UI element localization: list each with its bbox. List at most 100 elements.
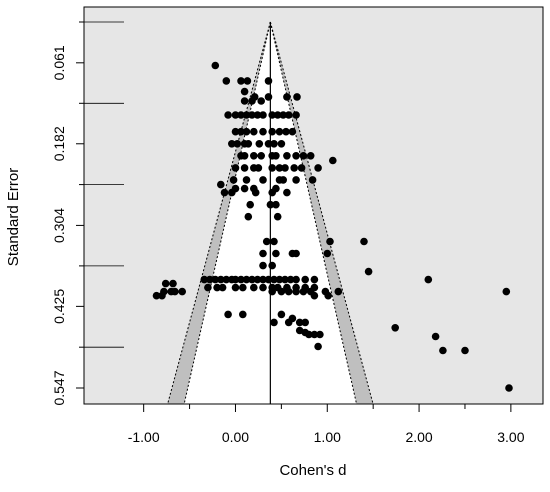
data-point-61 <box>290 164 299 172</box>
data-point-39 <box>255 140 264 148</box>
data-point-29 <box>250 127 258 136</box>
x-axis-title: Cohen's d <box>279 462 346 479</box>
data-point-19 <box>253 111 262 119</box>
data-point-169 <box>505 384 513 392</box>
data-point-76 <box>220 188 229 197</box>
data-point-4 <box>243 77 252 85</box>
data-point-127 <box>259 283 267 292</box>
data-point-8 <box>264 93 273 101</box>
data-point-41 <box>270 140 278 148</box>
data-point-38 <box>244 140 253 148</box>
data-point-42 <box>277 140 286 148</box>
data-point-59 <box>275 164 284 172</box>
data-point-17 <box>242 111 251 119</box>
data-point-79 <box>268 188 277 197</box>
data-point-155 <box>284 318 293 327</box>
data-point-105 <box>237 275 245 284</box>
data-point-55 <box>240 164 249 172</box>
data-point-34 <box>288 127 297 136</box>
data-point-108 <box>253 275 262 284</box>
data-point-51 <box>299 152 308 160</box>
data-point-142 <box>299 287 308 296</box>
data-point-66 <box>259 176 267 184</box>
funnel-contour-lines <box>167 21 374 405</box>
data-point-151 <box>224 310 232 319</box>
data-point-71 <box>217 180 225 189</box>
data-point-52 <box>306 152 315 160</box>
data-point-119 <box>161 279 170 288</box>
data-point-33 <box>282 127 290 136</box>
data-point-167 <box>439 346 447 355</box>
data-point-68 <box>279 176 288 184</box>
data-point-57 <box>254 164 263 172</box>
data-point-115 <box>292 275 300 284</box>
data-point-158 <box>270 318 278 327</box>
data-point-157 <box>301 318 310 327</box>
data-point-136 <box>171 287 179 296</box>
data-point-22 <box>273 111 282 119</box>
y-axis-title: Standard Error <box>5 168 22 266</box>
data-point-32 <box>275 127 284 136</box>
data-point-122 <box>213 283 221 292</box>
y-axis: 0.061 0.182 0.304 0.425 0.547 <box>51 21 124 406</box>
data-point-45 <box>250 152 258 160</box>
data-point-161 <box>305 330 313 339</box>
plot-frame <box>83 6 544 405</box>
data-point-63 <box>314 164 322 172</box>
data-point-27 <box>237 127 245 136</box>
data-point-26 <box>231 127 240 136</box>
data-point-44 <box>240 152 249 160</box>
data-point-165 <box>314 342 322 351</box>
data-point-149 <box>310 291 319 300</box>
data-point-162 <box>310 330 319 339</box>
data-point-86 <box>262 237 271 246</box>
data-point-93 <box>292 249 300 258</box>
x-tick-label-2: 0.00 <box>222 429 249 445</box>
data-point-64 <box>229 176 238 184</box>
data-point-16 <box>237 111 245 119</box>
data-point-147 <box>152 291 161 300</box>
data-point-150 <box>324 291 333 300</box>
data-point-113 <box>281 275 289 284</box>
data-point-153 <box>277 310 286 319</box>
data-point-125 <box>239 283 247 292</box>
data-point-31 <box>268 127 277 136</box>
data-point-100 <box>211 275 220 284</box>
data-point-24 <box>284 111 293 119</box>
data-point-12 <box>248 97 256 105</box>
data-point-111 <box>270 275 278 284</box>
data-point-77 <box>228 188 236 197</box>
x-tick-label-5: 3.00 <box>497 429 524 445</box>
data-point-30 <box>259 127 267 136</box>
data-point-25 <box>292 111 300 119</box>
data-point-117 <box>310 275 319 284</box>
data-point-1 <box>211 61 220 70</box>
data-point-98 <box>200 275 209 284</box>
data-point-137 <box>178 287 186 296</box>
data-point-99 <box>206 275 214 284</box>
data-point-18 <box>248 111 256 119</box>
data-point-124 <box>231 283 240 292</box>
data-point-94 <box>323 249 332 258</box>
data-point-40 <box>264 140 273 148</box>
data-point-14 <box>224 111 232 119</box>
data-point-15 <box>231 111 240 119</box>
data-point-123 <box>218 283 227 292</box>
data-point-164 <box>391 324 400 332</box>
data-point-120 <box>169 279 177 288</box>
data-point-5 <box>264 77 273 85</box>
x-tick-label-4: 2.00 <box>405 429 432 445</box>
data-point-85 <box>273 212 282 221</box>
data-point-78 <box>251 188 260 197</box>
data-point-168 <box>461 346 469 355</box>
data-point-11 <box>240 97 249 105</box>
data-point-101 <box>217 275 225 284</box>
data-point-166 <box>431 332 440 341</box>
data-point-118 <box>424 275 433 284</box>
data-point-146 <box>502 287 511 296</box>
data-point-54 <box>231 164 240 172</box>
data-point-6 <box>240 87 249 96</box>
data-point-46 <box>257 152 266 160</box>
data-point-95 <box>259 261 267 270</box>
data-point-87 <box>270 237 278 246</box>
